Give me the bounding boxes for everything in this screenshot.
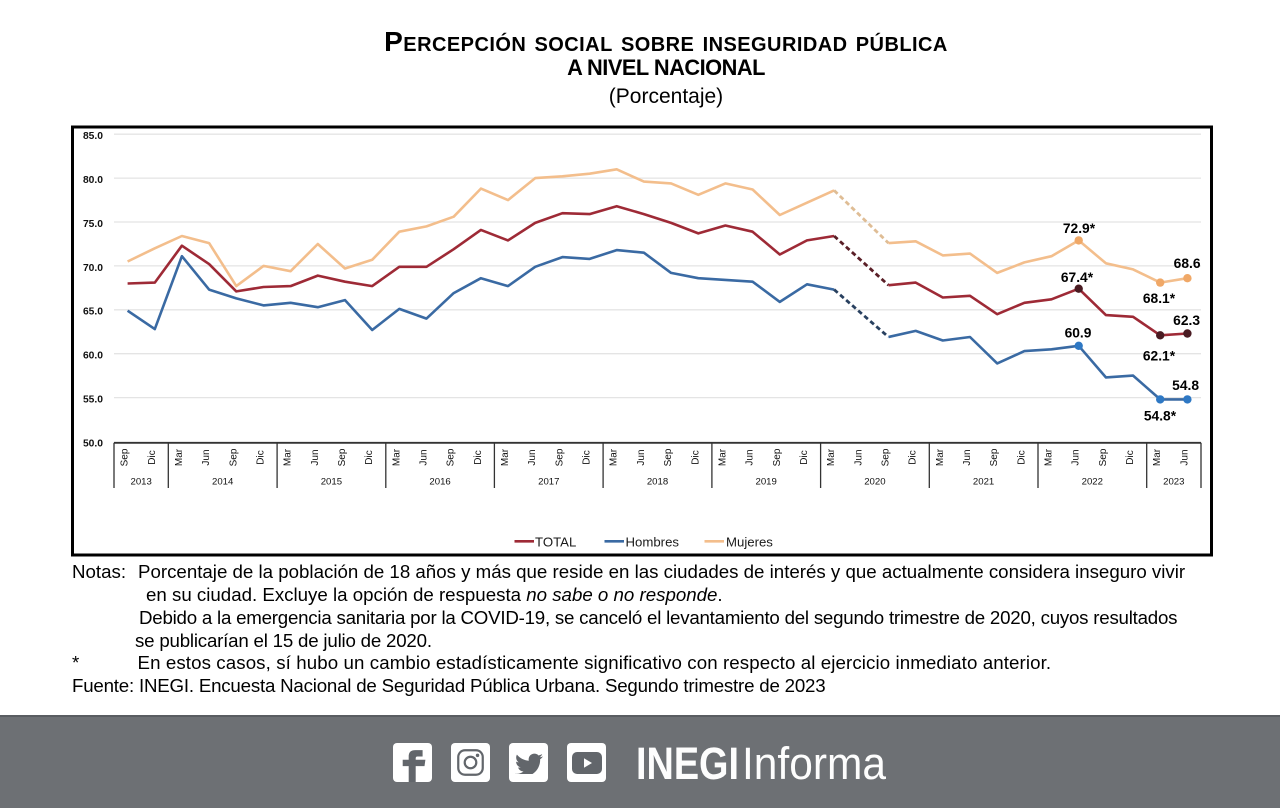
svg-text:Dic: Dic [256, 450, 267, 464]
svg-text:TOTAL: TOTAL [535, 535, 576, 550]
svg-text:Mar: Mar [826, 448, 837, 466]
svg-text:Jun: Jun [201, 449, 212, 465]
svg-text:Mar: Mar [609, 448, 620, 466]
svg-text:Dic: Dic [1016, 450, 1027, 464]
svg-text:Sep: Sep [881, 448, 892, 466]
svg-text:Jun: Jun [853, 449, 864, 465]
svg-text:65.0: 65.0 [83, 307, 103, 318]
svg-text:2021: 2021 [973, 477, 994, 488]
svg-text:Jun: Jun [310, 449, 321, 465]
svg-text:Mar: Mar [391, 448, 402, 466]
svg-text:Sep: Sep [663, 448, 674, 466]
svg-text:72.9*: 72.9* [1063, 221, 1096, 236]
svg-text:Dic: Dic [364, 450, 375, 464]
svg-text:Jun: Jun [1071, 449, 1082, 465]
svg-text:Dic: Dic [908, 450, 919, 464]
svg-text:Sep: Sep [989, 448, 1000, 466]
svg-text:Dic: Dic [690, 450, 701, 464]
svg-text:Jun: Jun [962, 449, 973, 465]
svg-text:67.4*: 67.4* [1061, 270, 1094, 285]
svg-text:Jun: Jun [745, 449, 756, 465]
svg-text:Sep: Sep [772, 448, 783, 466]
svg-text:Sep: Sep [554, 448, 565, 466]
svg-text:60.9: 60.9 [1065, 326, 1092, 341]
svg-text:Dic: Dic [1125, 450, 1136, 464]
svg-text:Sep: Sep [1098, 448, 1109, 466]
svg-text:Mar: Mar [500, 448, 511, 466]
svg-text:2020: 2020 [864, 477, 885, 488]
svg-text:2023: 2023 [1163, 477, 1184, 488]
svg-text:2014: 2014 [212, 477, 234, 488]
svg-text:Hombres: Hombres [626, 535, 680, 550]
svg-text:2019: 2019 [756, 477, 777, 488]
svg-text:68.1*: 68.1* [1143, 291, 1176, 306]
svg-text:Sep: Sep [120, 448, 131, 466]
svg-text:Mar: Mar [283, 448, 294, 466]
svg-text:Jun: Jun [1179, 449, 1190, 465]
svg-text:INEGI: INEGI [636, 740, 739, 789]
svg-text:Mar: Mar [1152, 448, 1163, 466]
svg-text:60.0: 60.0 [83, 351, 103, 362]
svg-text:Mar: Mar [174, 448, 185, 466]
svg-text:Jun: Jun [419, 449, 430, 465]
svg-text:Mar: Mar [1044, 448, 1055, 466]
svg-text:2017: 2017 [538, 477, 559, 488]
svg-text:54.8*: 54.8* [1144, 409, 1177, 424]
svg-text:Mar: Mar [717, 448, 728, 466]
svg-text:54.8: 54.8 [1172, 378, 1199, 393]
svg-text:85.0: 85.0 [83, 131, 103, 142]
svg-text:Sep: Sep [228, 448, 239, 466]
svg-text:55.0: 55.0 [83, 395, 103, 406]
svg-text:Mujeres: Mujeres [726, 535, 773, 550]
svg-text:70.0: 70.0 [83, 263, 103, 274]
svg-text:Informa: Informa [742, 740, 887, 789]
svg-text:Dic: Dic [582, 450, 593, 464]
svg-text:Dic: Dic [799, 450, 810, 464]
svg-text:Jun: Jun [527, 449, 538, 465]
svg-text:2016: 2016 [429, 477, 450, 488]
svg-text:68.6: 68.6 [1174, 256, 1201, 271]
svg-text:2015: 2015 [321, 477, 342, 488]
svg-text:50.0: 50.0 [83, 438, 103, 449]
svg-text:Sep: Sep [337, 448, 348, 466]
svg-text:62.3: 62.3 [1173, 313, 1200, 328]
svg-text:62.1*: 62.1* [1143, 349, 1176, 364]
svg-text:Mar: Mar [935, 448, 946, 466]
svg-text:2022: 2022 [1082, 477, 1103, 488]
svg-text:Sep: Sep [446, 448, 457, 466]
svg-text:Dic: Dic [473, 450, 484, 464]
svg-text:Jun: Jun [636, 449, 647, 465]
svg-text:Dic: Dic [147, 450, 158, 464]
svg-text:75.0: 75.0 [83, 219, 103, 230]
svg-text:2018: 2018 [647, 477, 668, 488]
svg-text:2013: 2013 [131, 477, 152, 488]
svg-text:80.0: 80.0 [83, 175, 103, 186]
